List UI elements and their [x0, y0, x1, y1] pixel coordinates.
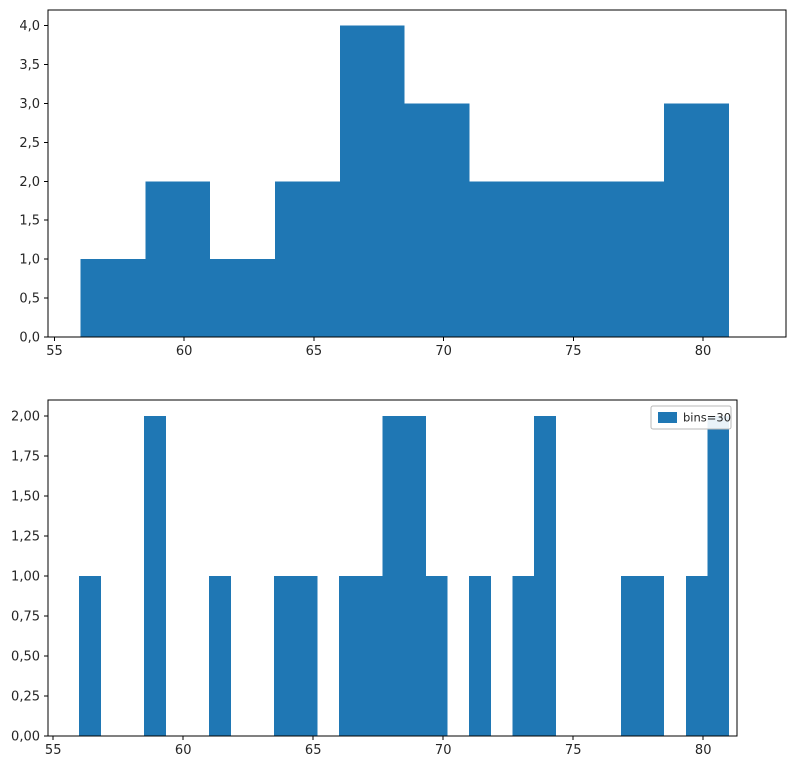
x-tick-label: 55 — [45, 743, 62, 758]
y-tick-label: 0,25 — [11, 690, 40, 705]
histogram-bar — [512, 576, 535, 736]
legend-box — [650, 405, 732, 430]
histogram-bar — [404, 103, 470, 338]
y-tick-label: 2,00 — [11, 410, 40, 425]
plot-frame — [47, 9, 787, 338]
histogram-bars — [80, 25, 729, 338]
y-tick-label: 3,0 — [19, 97, 40, 112]
histogram-bar — [295, 576, 318, 736]
x-tick-label: 70 — [435, 344, 452, 359]
y-tick-label: 1,5 — [19, 214, 40, 229]
y-tick-label: 0,5 — [19, 292, 40, 307]
y-tick-label: 1,50 — [11, 490, 40, 505]
y-tick-label: 1,0 — [19, 253, 40, 268]
histogram-bar — [469, 576, 491, 736]
x-tick-label: 80 — [695, 344, 712, 359]
x-tick-label: 60 — [176, 344, 193, 359]
x-tick-label: 65 — [305, 743, 322, 758]
histogram-bar — [274, 576, 296, 736]
histogram-bar — [79, 576, 101, 736]
histogram-bar — [274, 181, 340, 337]
legend-swatch — [658, 412, 677, 423]
y-tick-label: 3,5 — [19, 58, 40, 73]
y-tick-label: 0,00 — [11, 730, 40, 745]
legend: bins=30 — [650, 405, 732, 430]
histogram-bar — [664, 103, 729, 338]
histogram-bar — [360, 576, 383, 736]
histogram-bar — [339, 576, 361, 736]
histogram-bar — [425, 576, 448, 736]
x-tick-label: 60 — [175, 743, 192, 758]
y-tick-label: 0,50 — [11, 650, 40, 665]
x-tick-label: 80 — [695, 743, 712, 758]
histogram-bar — [620, 576, 643, 736]
plot-frame — [47, 399, 738, 737]
histogram-bar — [404, 416, 426, 736]
x-tick-label: 55 — [46, 344, 63, 359]
histogram-bar — [145, 181, 211, 337]
y-tick-label: 4,0 — [19, 19, 40, 34]
y-tick-label: 1,25 — [11, 530, 40, 545]
histogram-bar — [209, 576, 231, 736]
y-tick-label: 1,75 — [11, 450, 40, 465]
x-tick-label: 70 — [435, 743, 452, 758]
histogram-bar — [642, 576, 665, 736]
histogram-bars — [79, 416, 730, 736]
top-histogram-chart: 55 60 65 70 75 80 0,0 0,5 1,0 1,5 2,0 2,5 3,0 3,5 4,0 — [19, 9, 787, 359]
y-tick-label: 2,0 — [19, 175, 40, 190]
histogram-bar — [534, 181, 600, 337]
histogram-bar — [80, 259, 146, 337]
y-tick-label: 2,5 — [19, 136, 40, 151]
histogram-bar — [382, 416, 405, 736]
histogram-bar — [534, 416, 556, 736]
y-tick-label: 1,00 — [11, 570, 40, 585]
y-tick-label: 0,75 — [11, 610, 40, 625]
x-tick-label: 75 — [565, 743, 582, 758]
histogram-bar — [707, 416, 730, 736]
histogram-bar — [210, 259, 275, 337]
legend-label: bins=30 — [683, 411, 731, 425]
histogram-bar — [144, 416, 166, 736]
x-tick-label: 75 — [565, 344, 582, 359]
bottom-histogram-chart: 55 60 65 70 75 80 0,00 0,25 0,50 0,75 1,00 1,25 1,50… — [11, 399, 738, 758]
histogram-bar — [685, 576, 708, 736]
y-tick-label: 0,0 — [19, 331, 40, 346]
x-tick-label: 65 — [306, 344, 323, 359]
histogram-bar — [599, 181, 665, 337]
histogram-bar — [339, 25, 405, 337]
histogram-bar — [469, 181, 535, 337]
